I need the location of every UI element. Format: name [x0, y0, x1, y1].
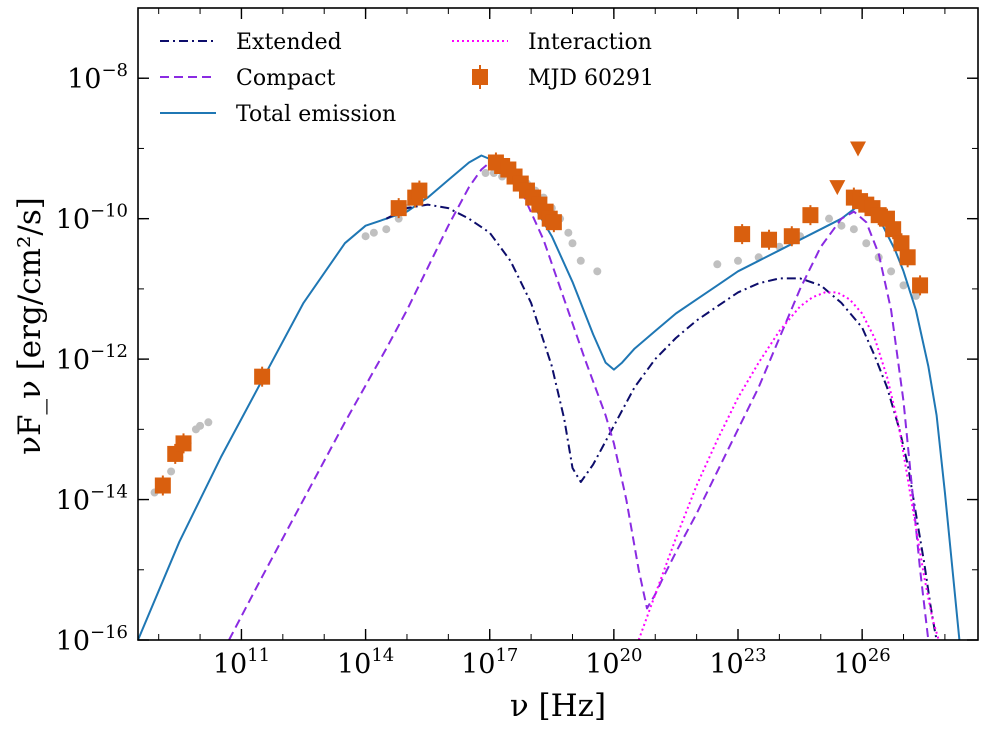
archival-point	[576, 256, 585, 265]
archival-point	[361, 232, 370, 241]
archival-point	[734, 256, 742, 265]
x-tick-exponent: 23	[744, 645, 767, 666]
plot-area	[138, 8, 978, 640]
y-tick-base: 10	[56, 486, 90, 517]
y-tick-exponent: −8	[101, 60, 128, 81]
x-tick-exponent: 26	[868, 645, 891, 666]
y-tick-base: 10	[56, 205, 90, 236]
x-tick-exponent: 20	[620, 645, 643, 666]
y-tick-label: 10−8	[67, 60, 128, 95]
archival-point	[825, 214, 834, 223]
archival-point	[837, 221, 846, 230]
archival-point	[167, 467, 176, 476]
x-tick-label: 1014	[337, 645, 394, 680]
legend-swatch-square	[472, 69, 488, 85]
archival-point	[862, 239, 871, 248]
mjd-upper-limit	[829, 180, 846, 196]
legend-label: MJD 60291	[528, 66, 654, 91]
archival-point	[713, 260, 722, 269]
mjd-point	[734, 226, 751, 243]
y-tick-label: 10−12	[56, 341, 128, 376]
x-tick-base: 10	[585, 649, 619, 680]
archival-point	[849, 225, 858, 234]
x-tick-base: 10	[213, 649, 247, 680]
mjd-point	[154, 477, 171, 494]
mjd-point	[885, 221, 902, 238]
archival-point	[887, 267, 896, 276]
curve-interaction	[637, 291, 940, 641]
y-tick-exponent: −14	[90, 482, 128, 503]
archival-point	[899, 281, 908, 290]
x-tick-label: 1011	[213, 645, 270, 680]
y-tick-base: 10	[56, 626, 90, 657]
legend-label: Total emission	[236, 102, 396, 127]
axes: 1011 1014 1017 1020 1023 102610−810−1010−1210…	[56, 7, 978, 680]
x-tick-label: 1026	[834, 645, 891, 680]
model-curves	[137, 154, 961, 641]
archival-point	[481, 169, 490, 178]
mjd-point	[175, 435, 192, 452]
mjd-point	[254, 368, 271, 385]
y-tick-base: 10	[56, 345, 90, 376]
x-tick-label: 1020	[585, 645, 642, 680]
mjd-upper-limit	[850, 141, 866, 157]
x-tick-exponent: 17	[495, 645, 518, 666]
y-tick-exponent: −10	[90, 201, 128, 222]
y-tick-exponent: −12	[90, 341, 128, 362]
archival-point	[204, 418, 213, 427]
x-tick-base: 10	[709, 649, 743, 680]
legend: Extended Compact Total emission Interaction…	[160, 30, 654, 127]
x-tick-base: 10	[834, 649, 868, 680]
y-tick-exponent: −16	[90, 622, 128, 643]
x-tick-label: 1023	[709, 645, 766, 680]
mjd-point	[411, 182, 428, 199]
archival-point	[382, 225, 391, 234]
mjd-point	[390, 200, 407, 217]
archival-point	[568, 239, 577, 248]
legend-label: Extended	[236, 30, 342, 55]
legend-label: Interaction	[528, 30, 652, 55]
x-tick-label: 1017	[461, 645, 518, 680]
curve-compact	[228, 161, 930, 641]
archival-point	[369, 228, 378, 237]
x-tick-base: 10	[461, 649, 495, 680]
mjd-point	[899, 249, 916, 266]
x-tick-base: 10	[337, 649, 371, 680]
mjd-point	[761, 231, 778, 248]
archival-point	[564, 228, 573, 237]
y-tick-label: 10−16	[56, 622, 128, 657]
mjd-point	[783, 228, 800, 245]
y-tick-label: 10−14	[56, 482, 128, 517]
mjd-60291-points	[154, 141, 929, 496]
mjd-point	[545, 214, 562, 231]
plot-frame	[137, 7, 979, 641]
archival-point	[593, 267, 602, 276]
archival-point	[911, 291, 920, 300]
archival-point	[394, 214, 403, 223]
mjd-point	[893, 235, 910, 252]
x-axis-title: ν [Hz]	[510, 688, 606, 724]
y-tick-label: 10−10	[56, 201, 128, 236]
x-tick-exponent: 11	[247, 645, 270, 666]
y-axis-title: νF_ν [erg/cm²/s]	[12, 197, 48, 455]
mjd-point	[802, 207, 819, 224]
y-tick-base: 10	[67, 64, 101, 95]
x-tick-exponent: 14	[371, 645, 394, 666]
archival-point	[196, 421, 205, 430]
legend-label: Compact	[236, 66, 335, 91]
mjd-point	[912, 277, 929, 294]
